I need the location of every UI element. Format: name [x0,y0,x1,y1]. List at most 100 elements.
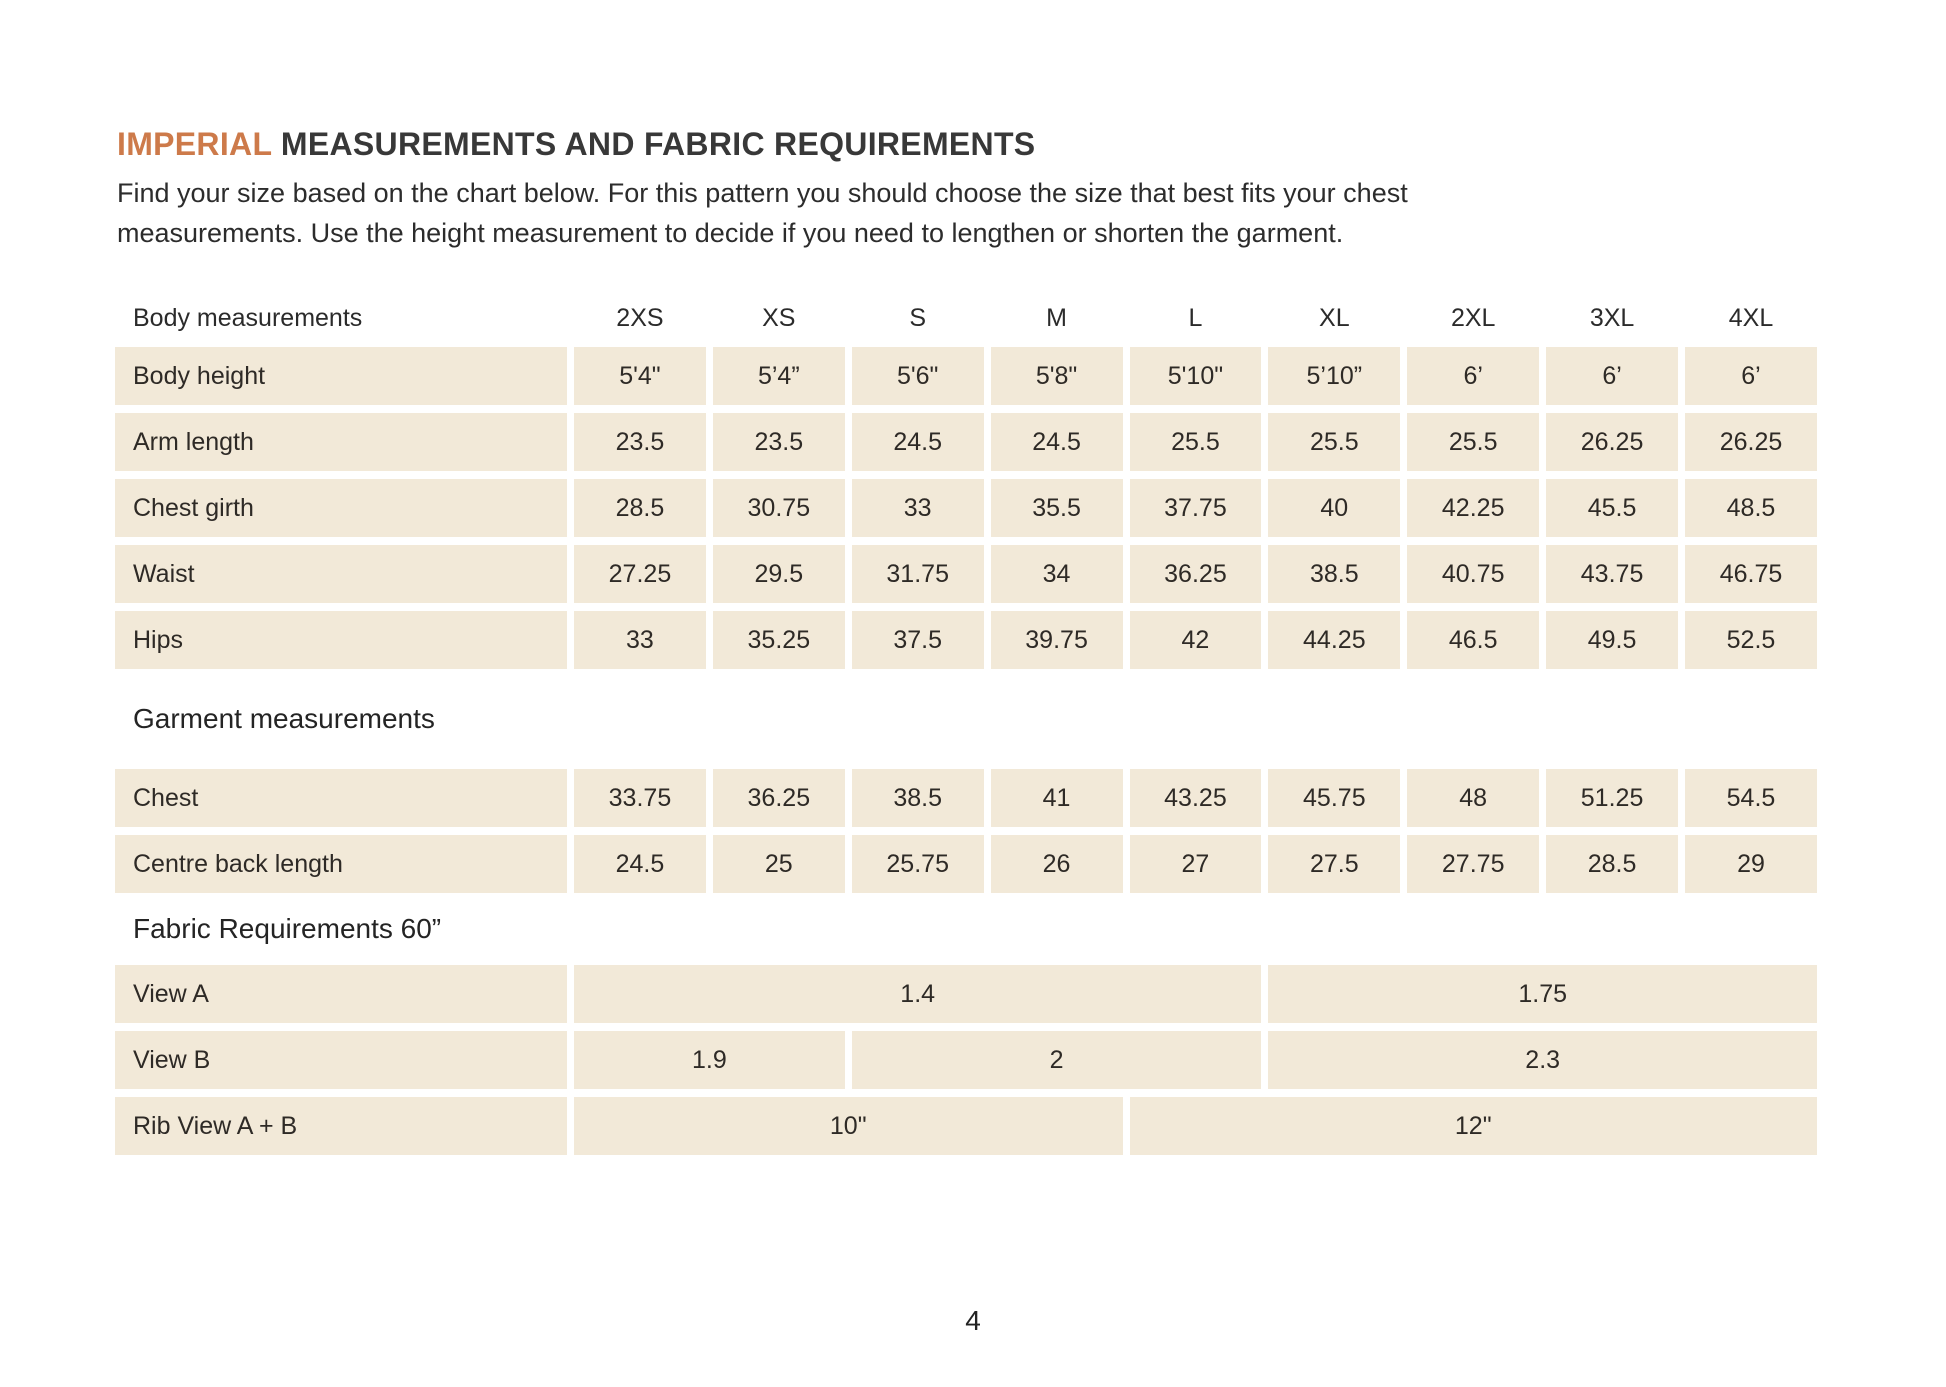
measurement-cell: 24.5 [851,413,984,471]
row-label: Chest girth [115,479,567,537]
fabric-cell: 2 [851,1031,1262,1089]
measurement-cell: 46.5 [1407,611,1540,669]
measurement-cell: 52.5 [1685,611,1817,669]
title-highlight: IMPERIAL [117,126,272,162]
row-label: View A [115,965,567,1023]
intro-line: Find your size based on the chart below.… [117,178,1408,208]
measurement-cell: 25.5 [1268,413,1401,471]
measurement-cell: 29.5 [712,545,845,603]
table-row-view-b: View B 1.9 2 2.3 [115,1031,1817,1089]
measurement-cell: 36.25 [712,769,845,827]
table-row-hips: Hips 33 35.25 37.5 39.75 42 44.25 46.5 4… [115,611,1817,669]
fabric-cell: 2.3 [1268,1031,1817,1089]
measurement-cell: 39.75 [990,611,1123,669]
intro-line: measurements. Use the height measurement… [117,218,1344,248]
table-row-waist: Waist 27.25 29.5 31.75 34 36.25 38.5 40.… [115,545,1817,603]
title-rest: MEASUREMENTS AND FABRIC REQUIREMENTS [271,126,1036,162]
measurement-cell: 5’10” [1268,347,1401,405]
measurement-cell: 25.5 [1129,413,1262,471]
measurement-cell: 40 [1268,479,1401,537]
section-row-garment: Garment measurements [115,677,1817,761]
size-column-header: 2XS [616,303,664,332]
section-row-fabric: Fabric Requirements 60” [115,901,1817,957]
measurement-cell: 5’4” [712,347,845,405]
measurement-cell: 26.25 [1546,413,1678,471]
row-label: Rib View A + B [115,1097,567,1155]
measurement-cell: 27.75 [1407,835,1540,893]
measurement-cell: 51.25 [1546,769,1678,827]
body-measurements-header: Body measurements [133,303,363,332]
measurement-cell: 35.25 [712,611,845,669]
measurement-cell: 27.5 [1268,835,1401,893]
size-column-header: L [1188,303,1203,332]
table-row-chest-girth: Chest girth 28.5 30.75 33 35.5 37.75 40 … [115,479,1817,537]
measurement-cell: 38.5 [851,769,984,827]
measurement-cell: 24.5 [990,413,1123,471]
measurement-cell: 23.5 [574,413,706,471]
measurement-cell: 26 [990,835,1123,893]
table-row-rib-view-a-b: Rib View A + B 10" 12" [115,1097,1817,1155]
measurement-cell: 25 [712,835,845,893]
measurement-cell: 46.75 [1685,545,1817,603]
size-column-header: 4XL [1728,303,1774,332]
measurement-cell: 31.75 [851,545,984,603]
measurement-cell: 5'8" [990,347,1123,405]
measurement-cell: 49.5 [1546,611,1678,669]
measurement-cell: 5'4" [574,347,706,405]
measurement-cell: 44.25 [1268,611,1401,669]
measurement-cell: 41 [990,769,1123,827]
measurement-cell: 24.5 [574,835,706,893]
measurement-cell: 29 [1685,835,1817,893]
measurement-cell: 6’ [1407,347,1540,405]
fabric-cell: 12" [1129,1097,1817,1155]
measurement-cell: 6’ [1685,347,1817,405]
measurement-cell: 37.5 [851,611,984,669]
measurement-cell: 34 [990,545,1123,603]
page-content: IMPERIAL MEASUREMENTS AND FABRIC REQUIRE… [108,126,1946,1163]
measurement-cell: 35.5 [990,479,1123,537]
row-label: Arm length [115,413,567,471]
measurement-cell: 25.5 [1407,413,1540,471]
page-title: IMPERIAL MEASUREMENTS AND FABRIC REQUIRE… [117,126,1946,163]
measurement-cell: 30.75 [712,479,845,537]
row-label: Chest [115,769,567,827]
table-row-body-height: Body height 5'4" 5’4” 5'6" 5'8" 5'10" 5’… [115,347,1817,405]
measurement-cell: 48 [1407,769,1540,827]
table-row-view-a: View A 1.4 1.75 [115,965,1817,1023]
size-column-header: M [1046,303,1067,332]
fabric-section-label: Fabric Requirements 60” [133,913,442,944]
row-label: Hips [115,611,567,669]
intro-paragraph: Find your size based on the chart below.… [117,173,1946,253]
measurement-cell: 33 [851,479,984,537]
size-table: Body measurements 2XS XS S M L XL 2XL 3X… [108,289,1824,1163]
measurement-cell: 5'6" [851,347,984,405]
size-column-header: XL [1319,303,1350,332]
measurement-cell: 43.75 [1546,545,1678,603]
row-label: Body height [115,347,567,405]
measurement-cell: 6’ [1546,347,1678,405]
measurement-cell: 43.25 [1129,769,1262,827]
measurement-cell: 27.25 [574,545,706,603]
measurement-cell: 45.5 [1546,479,1678,537]
measurement-cell: 45.75 [1268,769,1401,827]
measurement-cell: 42 [1129,611,1262,669]
fabric-cell: 1.75 [1268,965,1817,1023]
measurement-cell: 37.75 [1129,479,1262,537]
row-label: Waist [115,545,567,603]
measurement-cell: 38.5 [1268,545,1401,603]
fabric-cell: 10" [574,1097,1123,1155]
size-column-header: S [909,303,927,332]
size-column-header: XS [762,303,796,332]
measurement-cell: 33.75 [574,769,706,827]
measurement-cell: 48.5 [1685,479,1817,537]
measurement-cell: 25.75 [851,835,984,893]
fabric-cell: 1.4 [574,965,1262,1023]
measurement-cell: 40.75 [1407,545,1540,603]
measurement-cell: 5'10" [1129,347,1262,405]
measurement-cell: 28.5 [1546,835,1678,893]
size-column-header: 3XL [1589,303,1635,332]
garment-section-label: Garment measurements [133,703,435,734]
table-row-centre-back-length: Centre back length 24.5 25 25.75 26 27 2… [115,835,1817,893]
measurement-cell: 26.25 [1685,413,1817,471]
measurement-cell: 36.25 [1129,545,1262,603]
